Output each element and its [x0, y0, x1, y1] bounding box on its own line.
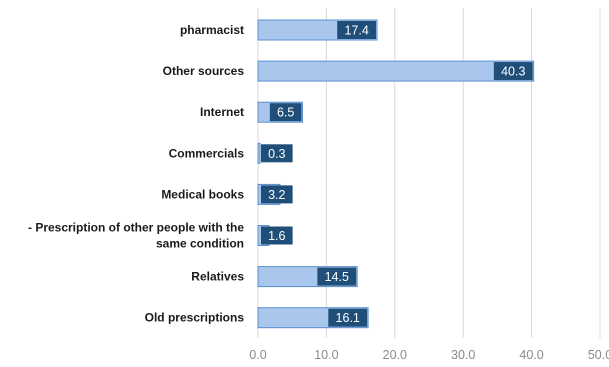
category-label: Internet — [200, 105, 244, 119]
category-label: Commercials — [169, 146, 245, 160]
data-label: 40.3 — [501, 65, 525, 79]
data-label-box — [328, 308, 368, 327]
x-tick-label: 40.0 — [519, 348, 543, 362]
data-label: 6.5 — [277, 106, 294, 120]
category-label: Old prescriptions — [145, 311, 245, 325]
data-label-box — [261, 144, 293, 163]
data-label: 3.2 — [268, 188, 285, 202]
data-label: 17.4 — [344, 24, 368, 38]
data-label: 14.5 — [325, 270, 349, 284]
data-label-box — [493, 62, 533, 81]
data-label-box — [337, 21, 377, 39]
x-axis-tick-labels: 0.0 10.0 20.0 30.0 40.0 50.0 — [249, 348, 609, 362]
category-label: - Prescription of other people with the s… — [28, 221, 244, 251]
x-tick-label: 10.0 — [314, 348, 338, 362]
bars: 17.4 40.3 6.5 0.3 3.2 1.6 14.5 16.1 — [257, 19, 535, 329]
data-label-box — [261, 185, 293, 204]
data-label-box — [317, 267, 357, 286]
x-tick-label: 30.0 — [451, 348, 475, 362]
data-label: 16.1 — [336, 311, 360, 325]
category-label: Relatives — [191, 270, 244, 284]
data-label: 1.6 — [268, 229, 285, 243]
bar — [257, 60, 535, 82]
x-tick-label: 0.0 — [249, 348, 266, 362]
category-label: pharmacist — [180, 23, 244, 37]
category-label: Other sources — [163, 64, 245, 78]
x-tick-label: 20.0 — [383, 348, 407, 362]
bar — [257, 142, 261, 164]
data-label-box — [269, 103, 302, 122]
data-label: 0.3 — [268, 147, 285, 161]
category-label: Medical books — [161, 187, 244, 201]
gridlines — [257, 8, 601, 338]
category-labels: pharmacist Other sources Internet Commercia… — [28, 23, 244, 325]
x-tick-label: 50.0 — [588, 348, 609, 362]
data-label-box — [261, 226, 293, 245]
